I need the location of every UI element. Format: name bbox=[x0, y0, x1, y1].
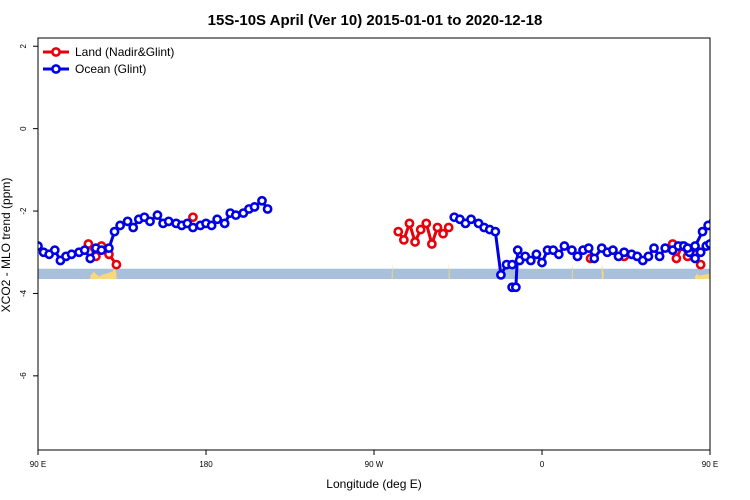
data-point bbox=[703, 220, 710, 231]
data-point bbox=[410, 237, 420, 247]
data-point bbox=[257, 195, 267, 206]
data-point bbox=[619, 247, 630, 258]
data-point bbox=[262, 204, 273, 214]
data-point bbox=[649, 243, 659, 254]
legend-swatch-marker bbox=[51, 47, 61, 57]
data-point bbox=[249, 202, 260, 212]
data-point bbox=[525, 255, 536, 266]
data-point bbox=[589, 253, 600, 264]
y-tick-label: -4 bbox=[19, 289, 28, 297]
data-point bbox=[510, 282, 521, 293]
x-tick-label: 90 E bbox=[702, 460, 718, 469]
legend-item: Ocean (Glint) bbox=[43, 62, 146, 76]
land-mask-area bbox=[601, 262, 604, 280]
data-point bbox=[404, 218, 415, 229]
data-point bbox=[608, 245, 618, 256]
data-point bbox=[690, 241, 700, 251]
data-point bbox=[104, 243, 114, 254]
data-point bbox=[566, 245, 577, 256]
data-point bbox=[426, 239, 437, 249]
data-point bbox=[421, 218, 432, 229]
data-point bbox=[507, 259, 518, 270]
data-point bbox=[152, 210, 163, 221]
data-point bbox=[443, 222, 454, 233]
data-point bbox=[85, 253, 96, 264]
legend-swatch-marker bbox=[51, 64, 61, 74]
data-point bbox=[111, 259, 122, 270]
data-point bbox=[660, 243, 671, 254]
data-point bbox=[115, 220, 126, 231]
data-point bbox=[230, 210, 241, 221]
y-tick-label: -6 bbox=[19, 372, 28, 380]
data-point bbox=[721, 214, 728, 221]
x-tick-label: 90 E bbox=[30, 460, 46, 469]
data-point bbox=[219, 218, 230, 229]
data-point bbox=[415, 224, 426, 235]
data-point bbox=[583, 243, 594, 254]
data-point bbox=[490, 226, 501, 237]
data-point bbox=[496, 269, 506, 280]
x-tick-label: 0 bbox=[540, 460, 545, 469]
land-mask-area bbox=[391, 262, 393, 280]
legend-label: Land (Nadir&Glint) bbox=[75, 45, 174, 59]
data-point bbox=[79, 245, 90, 256]
data-point bbox=[553, 249, 564, 260]
chart-title: 15S-10S April (Ver 10) 2015-01-01 to 202… bbox=[208, 12, 543, 29]
x-tick-label: 180 bbox=[199, 460, 213, 469]
data-point bbox=[572, 251, 583, 262]
data-point bbox=[537, 257, 547, 268]
data-point bbox=[716, 224, 723, 231]
land-ocean-band bbox=[38, 268, 710, 280]
land-mask-area bbox=[695, 273, 710, 280]
series-ocean bbox=[38, 195, 728, 293]
data-point bbox=[128, 222, 139, 233]
data-point bbox=[145, 216, 155, 227]
data-point bbox=[66, 249, 77, 260]
data-point bbox=[643, 251, 654, 262]
y-tick-label: -2 bbox=[19, 207, 28, 215]
data-point bbox=[122, 216, 133, 227]
x-axis-label: Longitude (deg E) bbox=[326, 477, 421, 491]
x-tick-label: 90 W bbox=[365, 460, 384, 469]
x-axis: 90 E 180 90 W 0 90 E bbox=[30, 450, 718, 469]
y-axis: 2 0 -2 -4 -6 bbox=[19, 43, 38, 379]
data-point bbox=[697, 226, 708, 237]
land-mask-area bbox=[448, 262, 450, 280]
data-point bbox=[109, 226, 120, 237]
data-point bbox=[682, 243, 693, 254]
data-point bbox=[432, 222, 443, 233]
y-axis-label: XCO2 - MLO trend (ppm) bbox=[0, 178, 13, 313]
y-tick-label: 0 bbox=[19, 126, 28, 131]
legend: Land (Nadir&Glint) Ocean (Glint) bbox=[43, 45, 174, 76]
legend-item: Land (Nadir&Glint) bbox=[43, 45, 174, 59]
data-point bbox=[695, 247, 706, 258]
y-tick-label: 2 bbox=[19, 43, 28, 48]
data-point bbox=[654, 251, 665, 262]
data-point bbox=[188, 212, 198, 223]
data-point bbox=[96, 245, 107, 256]
data-point bbox=[163, 216, 174, 227]
data-point bbox=[671, 253, 682, 264]
data-point bbox=[559, 241, 570, 251]
data-point bbox=[212, 214, 223, 225]
data-point bbox=[531, 249, 542, 260]
data-point bbox=[512, 245, 523, 256]
land-mask-area bbox=[571, 262, 573, 280]
data-point bbox=[188, 222, 198, 233]
data-point bbox=[49, 245, 60, 256]
land-mask-area bbox=[90, 265, 117, 280]
data-point bbox=[398, 234, 409, 245]
data-point bbox=[705, 239, 710, 249]
data-point bbox=[393, 226, 404, 237]
plot-area bbox=[38, 195, 728, 293]
data-point bbox=[695, 259, 706, 270]
data-point bbox=[690, 253, 700, 264]
plot-frame bbox=[37, 37, 711, 451]
legend-label: Ocean (Glint) bbox=[75, 62, 146, 76]
data-point bbox=[206, 220, 217, 231]
data-point bbox=[466, 214, 476, 225]
data-point bbox=[438, 228, 448, 239]
data-point bbox=[708, 218, 710, 225]
